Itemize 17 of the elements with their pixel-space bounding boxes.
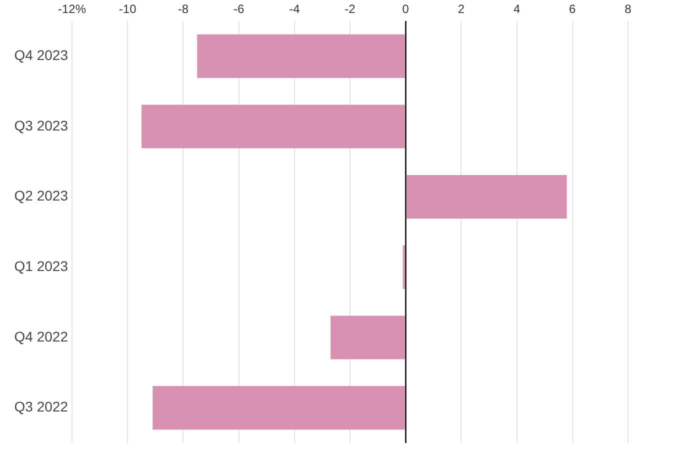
x-tick-label: 4 [513,2,520,16]
y-tick-label: Q4 2023 [14,47,68,64]
y-tick-label: Q2 2023 [14,188,68,204]
x-tick-label: -10 [118,2,137,16]
x-tick-label: -2 [344,2,356,16]
x-tick-label: -4 [289,2,300,16]
x-tick-label: -8 [178,2,189,16]
x-tick-label: 8 [624,2,632,16]
x-tick-label: 0 [402,2,410,16]
y-tick-label: Q3 2023 [14,117,68,134]
y-tick-label: Q1 2023 [14,258,68,274]
x-tick-label: 2 [458,2,465,16]
y-tick-label: Q4 2022 [14,328,68,344]
x-tick-label: -6 [233,2,244,16]
x-tick-label: 6 [569,2,576,16]
y-tick-label: Q3 2022 [14,398,68,415]
x-tick-label: -12% [58,2,86,16]
